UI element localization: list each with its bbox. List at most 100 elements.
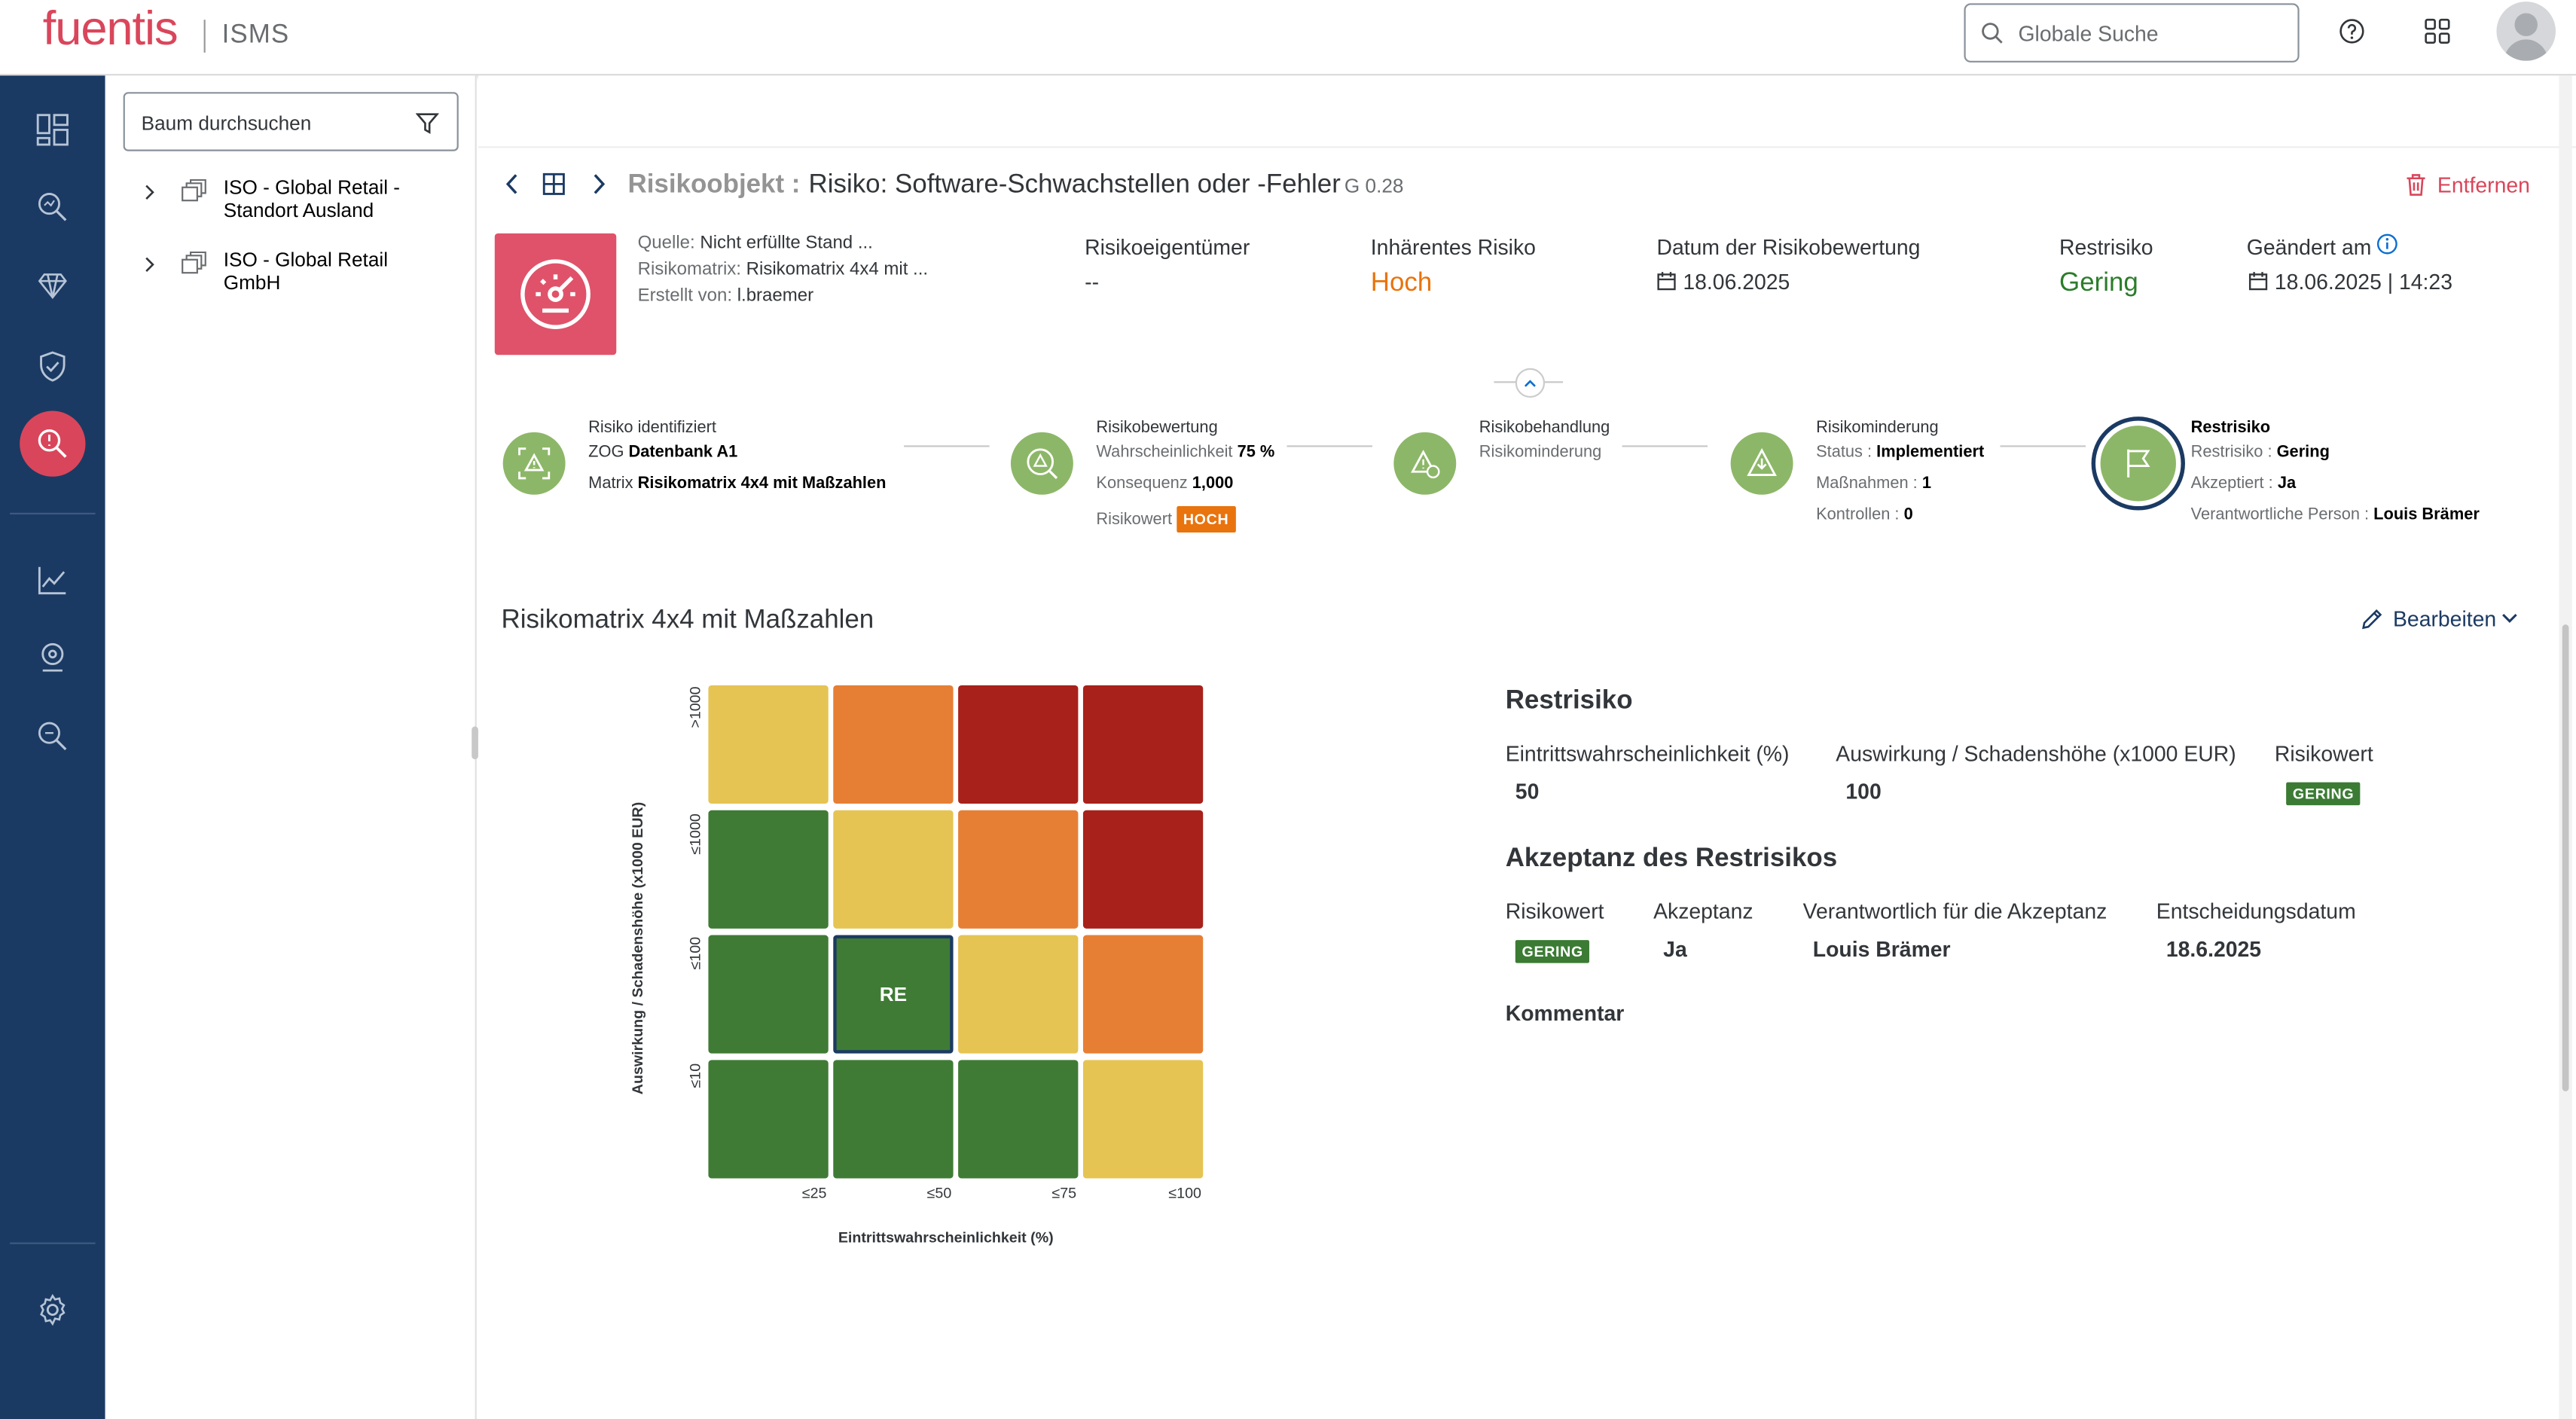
- matrix-cell[interactable]: [1082, 1060, 1204, 1179]
- filter-icon[interactable]: [416, 111, 439, 135]
- step-mitigation-line3: Kontrollen : 0: [1816, 506, 1913, 525]
- user-avatar[interactable]: [2496, 2, 2556, 61]
- y-tick-label: ≤100: [687, 936, 704, 970]
- nav-audit[interactable]: [20, 624, 85, 690]
- step-mitigation-line2: Maßnahmen : 1: [1816, 475, 1931, 493]
- matrix-cell[interactable]: [833, 810, 954, 929]
- info-icon[interactable]: [2376, 233, 2397, 255]
- edit-label: Bearbeiten: [2392, 606, 2497, 631]
- matrix-cell[interactable]: [958, 935, 1079, 1054]
- chevron-down-icon: [2502, 613, 2517, 623]
- acceptance-heading: Akzeptanz des Restrisikos: [1505, 844, 1838, 873]
- panel-resize-handle[interactable]: [472, 726, 478, 760]
- nav-reports[interactable]: [20, 548, 85, 613]
- apps-grid-icon[interactable]: [2424, 18, 2450, 44]
- matrix-cell[interactable]: [958, 1060, 1079, 1179]
- matrix-cell[interactable]: [708, 685, 829, 804]
- responsible-value: Louis Brämer: [1812, 936, 1951, 962]
- step-assessment-icon[interactable]: [1010, 432, 1073, 495]
- grid-overview-icon[interactable]: [542, 172, 566, 196]
- matrix-cell[interactable]: [708, 810, 829, 929]
- step-assessment-line3: Risikowert HOCH: [1096, 506, 1236, 533]
- search-icon: [38, 722, 67, 751]
- step-identified-line1: ZOG Datenbank A1: [588, 444, 738, 462]
- nav-search[interactable]: [20, 703, 85, 769]
- acceptance-label: Akzeptanz: [1653, 899, 1753, 924]
- matrix-cell[interactable]: [1082, 935, 1204, 1054]
- app-subtitle: ISMS: [221, 21, 290, 50]
- chevron-left-icon[interactable]: [503, 172, 523, 196]
- x-tick-label: ≤75: [1051, 1185, 1077, 1202]
- nav-compliance[interactable]: [20, 334, 85, 399]
- global-search-placeholder: Globale Suche: [2018, 21, 2159, 47]
- x-axis-label: Eintrittswahrscheinlichkeit (%): [838, 1229, 1054, 1246]
- step-identified-icon[interactable]: [502, 432, 566, 495]
- app-logo[interactable]: fuentis: [42, 3, 179, 56]
- x-tick-label: ≤25: [801, 1185, 827, 1202]
- decision-date-value: 18.6.2025: [2165, 936, 2262, 962]
- residual-risk-heading: Restrisiko: [1505, 687, 1633, 716]
- tree-panel: Baum durchsuchen ISO - Global Retail - S…: [105, 75, 477, 1419]
- chevron-right-icon[interactable]: [142, 184, 158, 200]
- step-residual-line1: Restrisiko : Gering: [2190, 444, 2330, 462]
- matrix-cell[interactable]: [958, 685, 1079, 804]
- probability-value: 50: [1515, 779, 1540, 804]
- owner-value: --: [1085, 269, 1100, 294]
- matrix-cell[interactable]: [833, 1060, 954, 1179]
- matrix-cell[interactable]: [1082, 685, 1204, 804]
- residual-risk-value: Gering: [2059, 269, 2138, 298]
- trash-icon: [2407, 174, 2425, 196]
- decision-date-label: Entscheidungsdatum: [2156, 899, 2356, 924]
- main-toolbar-area: [478, 75, 2576, 148]
- line-chart-icon: [38, 566, 66, 595]
- x-tick-label: ≤100: [1168, 1185, 1201, 1202]
- pencil-icon: [2362, 609, 2382, 630]
- step-assessment-line2: Konsequenz 1,000: [1096, 475, 1234, 493]
- step-connector: [2000, 445, 2086, 447]
- gauge-icon: [520, 259, 591, 329]
- tree-search-input[interactable]: Baum durchsuchen: [123, 92, 459, 151]
- matrix-cell[interactable]: [708, 1060, 829, 1179]
- step-residual-line3: Verantwortliche Person : Louis Brämer: [2190, 506, 2480, 525]
- step-connector: [1286, 445, 1372, 447]
- chevron-right-icon[interactable]: [588, 172, 608, 196]
- impact-value: 100: [1845, 779, 1882, 804]
- step-assessment-line1: Wahrscheinlichkeit 75 %: [1096, 444, 1275, 462]
- global-search-input[interactable]: Globale Suche: [1964, 3, 2300, 63]
- step-identified-line2: Matrix Risikomatrix 4x4 mit Maßzahlen: [588, 475, 887, 493]
- matrix-cell-residual-marker[interactable]: RE: [833, 935, 954, 1054]
- help-icon[interactable]: [2339, 18, 2365, 44]
- user-icon: [2503, 13, 2550, 61]
- logo-divider: [203, 20, 206, 53]
- comment-label: Kommentar: [1505, 1000, 1625, 1026]
- meta-matrix: Risikomatrix: Risikomatrix 4x4 mit ...: [637, 259, 929, 279]
- acceptance-risk-badge-gering: GERING: [1515, 940, 1590, 963]
- step-residual-title: Restrisiko: [2190, 419, 2271, 438]
- step-treatment-line1: Risikominderung: [1479, 444, 1602, 462]
- chevron-right-icon[interactable]: [142, 256, 158, 273]
- tree-search-placeholder: Baum durchsuchen: [141, 111, 312, 135]
- nav-risk[interactable]: [20, 410, 86, 477]
- top-bar: fuentis ISMS Globale Suche: [0, 0, 2576, 76]
- flag-icon: [2127, 449, 2150, 478]
- matrix-cell[interactable]: [1082, 810, 1204, 929]
- matrix-cell[interactable]: [708, 935, 829, 1054]
- step-mitigation-icon[interactable]: [1730, 432, 1793, 495]
- calendar-icon: [1657, 272, 1676, 291]
- nav-assets[interactable]: [20, 253, 85, 319]
- step-residual-icon[interactable]: [2095, 420, 2181, 507]
- nav-dashboard[interactable]: [20, 97, 85, 163]
- header-collapse-toggle[interactable]: [1494, 367, 1564, 400]
- object-stack-icon: [182, 179, 206, 202]
- nav-analysis[interactable]: [20, 174, 85, 240]
- step-treatment-icon[interactable]: [1393, 432, 1457, 495]
- matrix-cell[interactable]: [958, 810, 1079, 929]
- step-connector: [904, 445, 990, 447]
- acceptance-risk-value-label: Risikowert: [1505, 899, 1604, 924]
- nav-settings[interactable]: [20, 1277, 85, 1342]
- nav-divider-bottom: [10, 1242, 96, 1244]
- matrix-cell[interactable]: [833, 685, 954, 804]
- vertical-scrollbar-thumb[interactable]: [2562, 624, 2569, 1091]
- step-mitigation-title: Risikominderung: [1816, 419, 1939, 438]
- warning-hand-icon: [1411, 450, 1440, 479]
